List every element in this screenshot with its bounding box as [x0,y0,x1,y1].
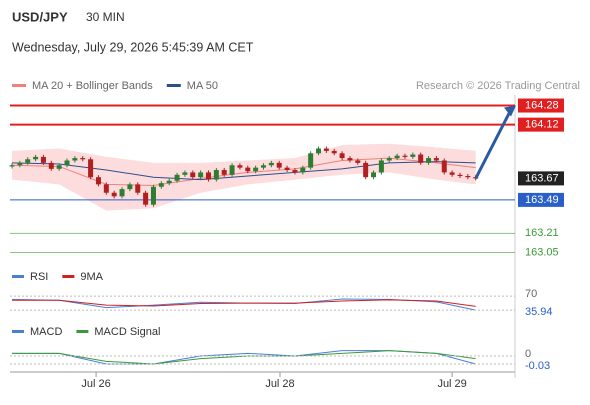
candle [323,148,329,151]
candle [25,159,31,163]
candle [433,158,439,161]
candle [410,154,416,157]
candle [111,192,117,197]
candle [198,172,204,178]
candle [56,165,62,169]
candle [158,183,164,187]
level-box [518,98,564,113]
candle [371,172,377,178]
candle [127,184,133,190]
legend-swatch [76,330,89,333]
candle [363,162,369,178]
x-tick-label: Jul 26 [81,378,110,390]
level-label: -0.03 [525,360,550,372]
candle [174,174,180,181]
candle [182,172,188,175]
candle [9,165,15,167]
candle [143,192,149,205]
x-tick-label: Jul 28 [265,378,294,390]
level-box [518,192,564,207]
candle [402,155,408,157]
candle [449,172,455,175]
candle [284,167,290,171]
level-box [518,117,564,132]
candle [150,186,156,205]
candle [48,162,54,169]
level-label: 70 [525,288,537,300]
candle [292,170,298,173]
candle [17,162,23,166]
level-label: 164.28 [525,99,559,111]
candle [80,158,86,160]
candle [72,158,78,161]
candle [190,172,196,178]
legend-swatch [62,275,75,278]
candle [331,150,337,154]
candle [268,162,274,166]
candle [237,165,243,168]
candle [40,156,46,163]
candle [253,167,259,172]
candle [316,148,322,154]
candle [88,159,94,178]
candle [33,156,39,160]
level-label: 35.94 [525,306,553,318]
legend-label: RSI [30,271,48,283]
candle [426,158,432,163]
candle [95,177,101,185]
legend-label: MACD Signal [94,326,160,338]
candle [229,165,235,175]
level-label: 0 [525,348,531,360]
candle [386,158,392,161]
bollinger-band [12,143,476,211]
candle [339,153,345,159]
interval: 30 MIN [86,10,125,24]
level-label: 163.49 [525,194,559,206]
level-label: 163.21 [525,227,559,239]
arrow-head [504,105,516,117]
candle [64,160,70,166]
candle [300,167,306,173]
candle [119,189,125,197]
source: Research © 2026 Trading Central [416,80,580,92]
candle [378,160,384,173]
legend-swatch [12,330,24,333]
indicator-line [12,350,476,365]
level-box [518,171,564,186]
candle [245,167,251,172]
legend-label: MA 20 + Bollinger Bands [32,80,153,92]
legend-label: 9MA [80,271,103,283]
candle [457,174,463,177]
candle [308,153,314,168]
candle [213,170,219,180]
candle [347,158,353,161]
level-label: 163.67 [525,172,559,184]
candle [276,162,282,168]
symbol: USD/JPY [12,9,68,24]
legend-label: MA 50 [187,80,218,92]
legend-swatch [166,84,181,87]
candle [166,180,172,184]
level-label: 163.05 [525,246,559,258]
legend-swatch [12,275,24,278]
legend-swatch [12,84,26,87]
candle [261,165,266,168]
level-label: 164.12 [525,119,559,131]
candle [221,170,227,175]
datetime: Wednesday, July 29, 2026 5:45:39 AM CET [12,40,254,54]
candle [418,154,424,163]
indicator-line [12,299,476,307]
candle [205,172,211,180]
candle [355,160,361,163]
forecast-arrow [474,110,512,180]
candle [103,184,109,193]
legend-label: MACD [30,326,62,338]
candle [465,176,471,178]
x-tick-label: Jul 29 [437,378,466,390]
candle [394,155,400,159]
candle [441,160,447,173]
candle [135,184,141,193]
